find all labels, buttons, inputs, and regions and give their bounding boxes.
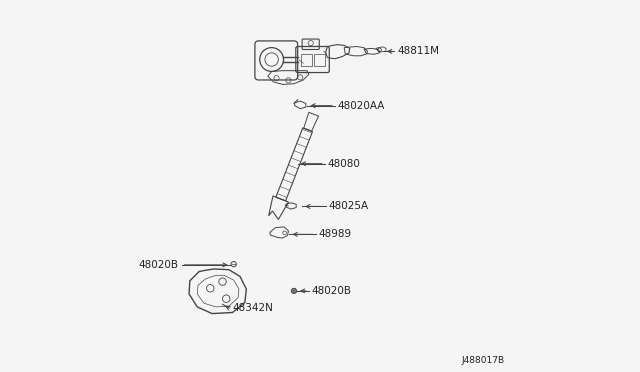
Text: 48080: 48080 [328,159,361,169]
Text: 48342N: 48342N [232,303,273,313]
Text: 48020AA: 48020AA [338,101,385,110]
Bar [314,54,325,66]
Circle shape [291,288,296,294]
Text: 48811M: 48811M [397,46,440,56]
Text: 48989: 48989 [319,230,351,239]
Text: 48020B: 48020B [139,260,179,270]
Text: 48025A: 48025A [328,202,369,211]
Text: 48020B: 48020B [312,286,352,296]
Text: J488017B: J488017B [461,356,504,365]
Bar [301,54,312,66]
